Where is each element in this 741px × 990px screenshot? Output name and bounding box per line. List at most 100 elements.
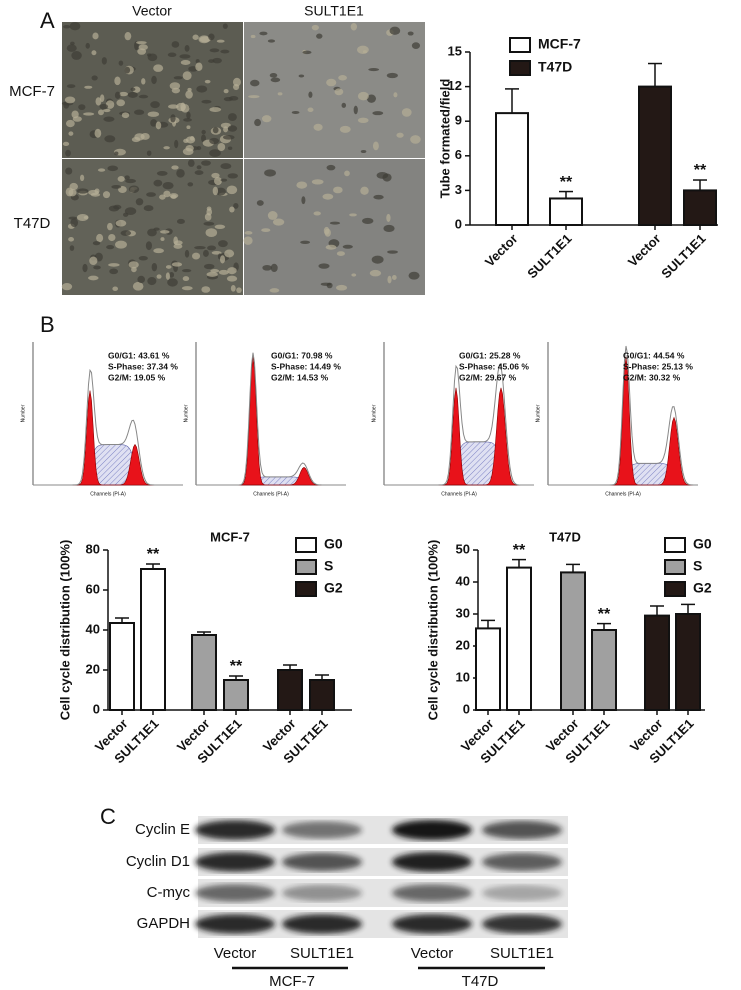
cell <box>386 213 391 222</box>
cell <box>298 74 305 78</box>
bar <box>560 571 586 712</box>
cell <box>62 141 70 146</box>
y-tick-label: 0 <box>463 701 470 716</box>
y-tick-label: 40 <box>86 621 100 636</box>
cell <box>165 265 172 269</box>
cell <box>134 109 145 115</box>
total-fit <box>384 363 534 486</box>
cell <box>70 41 75 46</box>
band <box>282 852 362 872</box>
cell <box>360 186 369 195</box>
cell <box>342 244 353 249</box>
cell <box>130 87 136 91</box>
flow-y-label: Number <box>535 404 541 422</box>
cell <box>233 202 239 209</box>
cell <box>109 268 119 275</box>
cell <box>256 200 264 206</box>
cell <box>357 91 369 101</box>
cell <box>131 266 137 273</box>
column-label: SULT1E1 <box>304 3 364 19</box>
cell <box>180 102 186 112</box>
cell <box>68 188 77 197</box>
cell <box>114 151 119 156</box>
x-tick-label: SULT1E1 <box>524 231 574 281</box>
y-tick-label: 50 <box>456 541 470 556</box>
cell <box>107 165 119 172</box>
y-tick-label: 10 <box>456 669 470 684</box>
cell <box>92 32 99 40</box>
band <box>482 885 562 901</box>
cell <box>320 282 332 286</box>
legend-swatch <box>664 559 686 575</box>
cell <box>227 267 237 275</box>
cell <box>222 134 235 140</box>
cell <box>192 34 199 40</box>
cell <box>147 111 160 117</box>
cell <box>300 240 311 245</box>
cell <box>308 91 313 98</box>
cell <box>162 181 174 190</box>
panel-label: A <box>40 8 55 33</box>
cell <box>301 196 306 205</box>
legend-swatch <box>295 537 317 553</box>
cell <box>333 186 343 194</box>
cell <box>264 169 276 177</box>
cell <box>393 92 398 98</box>
cell <box>61 283 73 291</box>
cell <box>183 118 192 122</box>
cell <box>138 255 148 261</box>
bar <box>675 613 701 711</box>
cell <box>112 286 119 292</box>
band <box>482 853 562 871</box>
cell <box>230 284 236 292</box>
cell <box>218 240 228 248</box>
legend-swatch <box>509 37 531 53</box>
cell <box>218 269 229 275</box>
panel-label: C <box>100 804 116 829</box>
bar <box>475 627 501 712</box>
cell <box>138 94 149 99</box>
cell <box>349 213 357 217</box>
cell <box>163 190 171 198</box>
cell <box>85 42 90 49</box>
cell <box>209 149 221 157</box>
flow-stat: S-Phase: 45.06 % <box>459 361 529 371</box>
cell <box>167 278 178 287</box>
cell <box>220 122 231 129</box>
bar <box>109 622 135 711</box>
cell <box>173 76 183 80</box>
cell <box>248 95 260 99</box>
cell <box>389 26 401 35</box>
y-tick-label: 80 <box>86 541 100 556</box>
cell <box>171 165 179 170</box>
cell <box>326 78 337 87</box>
cell <box>401 108 412 117</box>
cell <box>103 108 111 113</box>
cell <box>243 236 253 245</box>
cell <box>205 228 218 238</box>
band <box>392 884 472 902</box>
cell <box>313 211 321 216</box>
cell <box>336 284 348 291</box>
cell <box>102 191 111 199</box>
cell <box>194 246 206 250</box>
cell <box>259 31 268 36</box>
flow-y-label: Number <box>183 404 189 422</box>
flow-stat: G0/G1: 43.61 % <box>108 350 170 360</box>
cell <box>267 39 276 43</box>
bar <box>191 634 217 711</box>
band <box>392 852 472 872</box>
cell <box>151 75 157 85</box>
cell <box>216 39 225 43</box>
cell <box>226 275 238 282</box>
cell <box>267 211 278 220</box>
cell <box>76 188 89 194</box>
row-label: T47D <box>14 215 51 232</box>
cell <box>65 119 75 128</box>
cell <box>269 73 278 78</box>
cell <box>196 85 208 93</box>
significance: ** <box>560 174 573 191</box>
cell <box>146 150 152 156</box>
cell <box>229 206 235 213</box>
legend-label: G0 <box>324 536 343 552</box>
